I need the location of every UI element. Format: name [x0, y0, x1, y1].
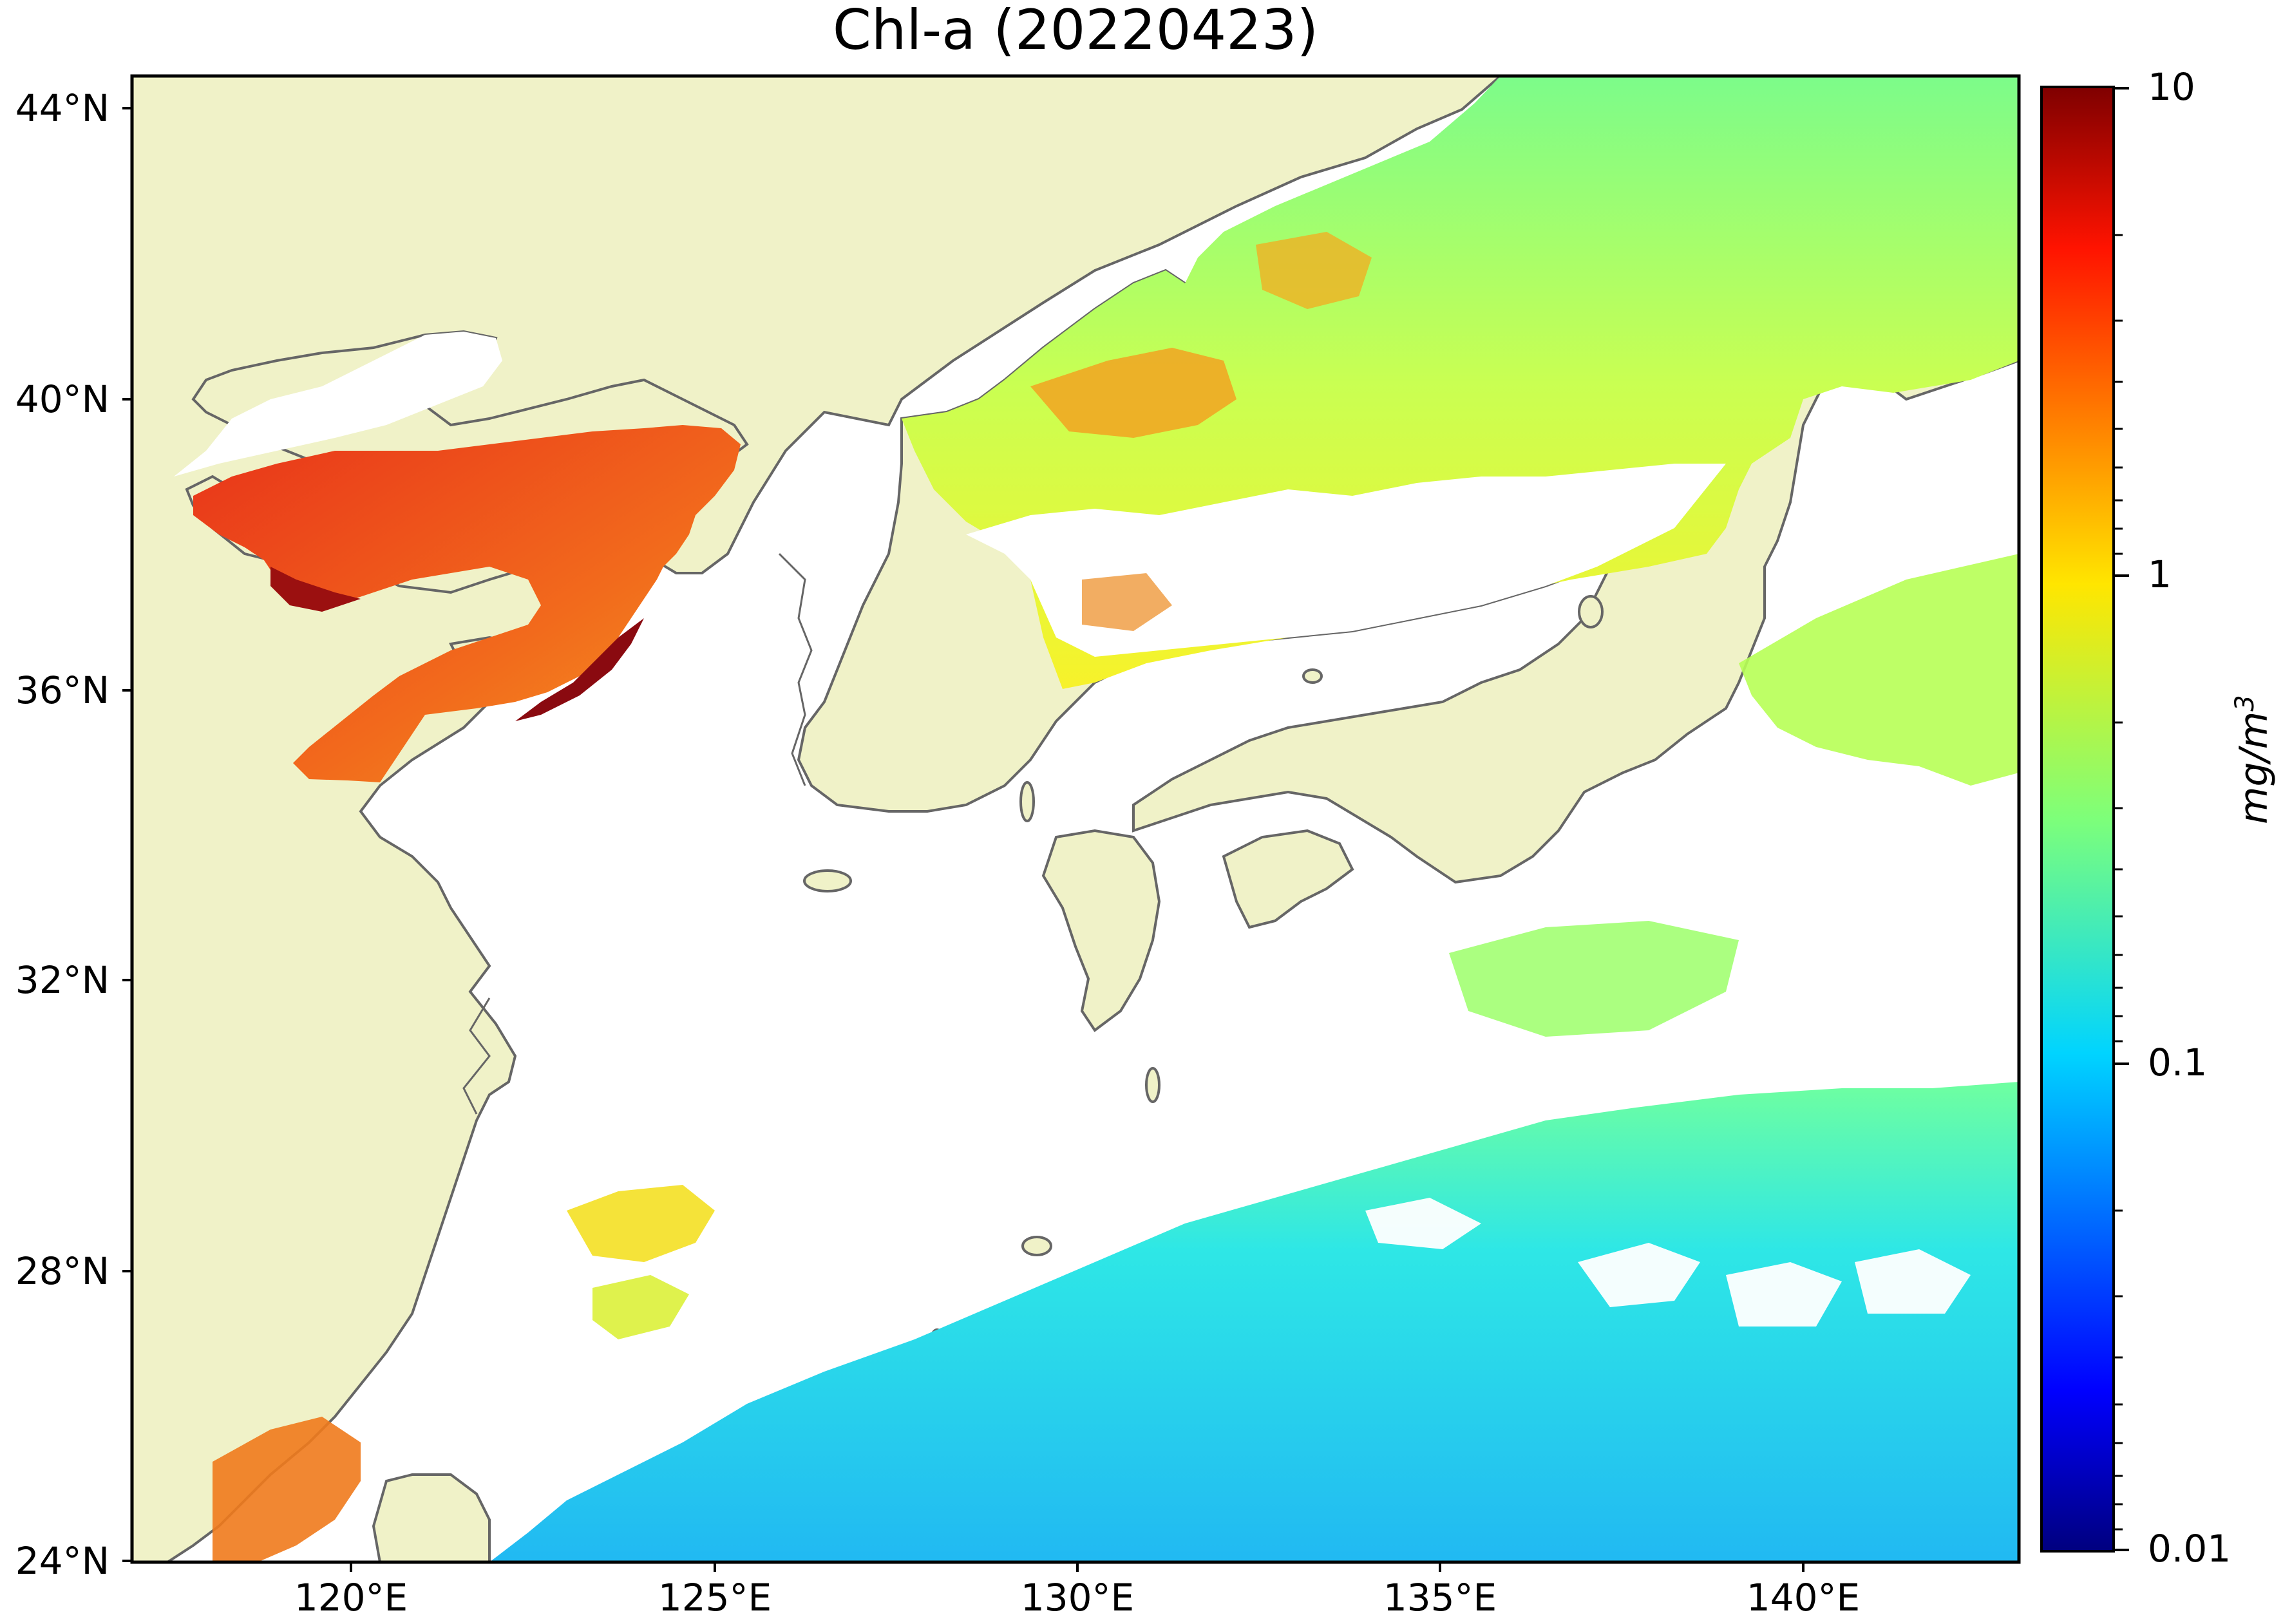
- lon-label-130: 130°E: [1020, 1576, 1135, 1619]
- tanegashima-island: [1145, 1067, 1160, 1103]
- map-area: [132, 76, 2019, 1562]
- bohai-darkred-edge: [270, 567, 361, 612]
- southern-ocean-field: [489, 1082, 2019, 1562]
- east-sea-orange-patch-1: [1030, 348, 1236, 438]
- coastline: [462, 552, 813, 1115]
- yellowsea-darkred-coast: [515, 618, 644, 721]
- chlorophyll-fields: [174, 76, 2019, 1562]
- liaodong-white: [174, 332, 502, 477]
- map-title: Chl-a (20220423): [832, 0, 1319, 62]
- pacific-mid-patches: [1449, 921, 1739, 1037]
- oki-island: [1302, 668, 1323, 684]
- lat-label-32: 32°N: [15, 958, 109, 1002]
- lon-label-125: 125°E: [658, 1576, 772, 1619]
- amami-island: [1021, 1236, 1052, 1256]
- unit-exponent: 3: [2230, 695, 2260, 712]
- southern-ocean-white-gaps: [1365, 1198, 1971, 1327]
- east-sea-orange-patch-3: [1082, 573, 1172, 631]
- colorbar-minor-ticks: [2114, 234, 2123, 1531]
- colorbar-tick-0-01: 0.01: [2148, 1527, 2231, 1571]
- japan-kyushu: [1041, 829, 1161, 1032]
- colorbar-tick-0-1: 0.1: [2148, 1041, 2208, 1084]
- lat-label-44: 44°N: [15, 86, 109, 130]
- colorbar: [2040, 86, 2129, 1553]
- east-sea-orange-patch-2: [1256, 232, 1372, 309]
- lon-label-120: 120°E: [294, 1576, 408, 1619]
- bohai-yellowsea-bloom: [193, 425, 741, 782]
- east-china-sea-yellow-2: [592, 1275, 689, 1339]
- lat-label-36: 36°N: [15, 668, 109, 712]
- lat-label-24: 24°N: [15, 1539, 109, 1583]
- unit-base: mg/m: [2231, 711, 2277, 824]
- pacific-east-strip: [1739, 554, 2019, 786]
- lat-label-28: 28°N: [15, 1249, 109, 1293]
- japan-shikoku: [1222, 829, 1354, 929]
- japan-honshu: [1132, 359, 1824, 884]
- lon-label-140: 140°E: [1746, 1576, 1861, 1619]
- lon-label-135: 135°E: [1383, 1576, 1497, 1619]
- sado-island: [1578, 595, 1604, 628]
- taiwan: [372, 1473, 491, 1562]
- tsushima-island: [1019, 781, 1035, 822]
- lat-label-40: 40°N: [15, 377, 109, 421]
- colorbar-gradient: [2040, 86, 2115, 1553]
- axis-ticks: [122, 107, 1805, 1572]
- colorbar-tick-1: 1: [2148, 552, 2172, 596]
- colorbar-unit-label: mg/m3: [2230, 695, 2277, 824]
- taiwan-strait-orange: [213, 1417, 361, 1562]
- east-china-sea-yellow: [567, 1185, 715, 1262]
- colorbar-ticks: [2114, 87, 2129, 1551]
- map-frame: [130, 74, 2021, 1564]
- jeju-island: [803, 869, 852, 892]
- colorbar-tick-10: 10: [2148, 65, 2195, 109]
